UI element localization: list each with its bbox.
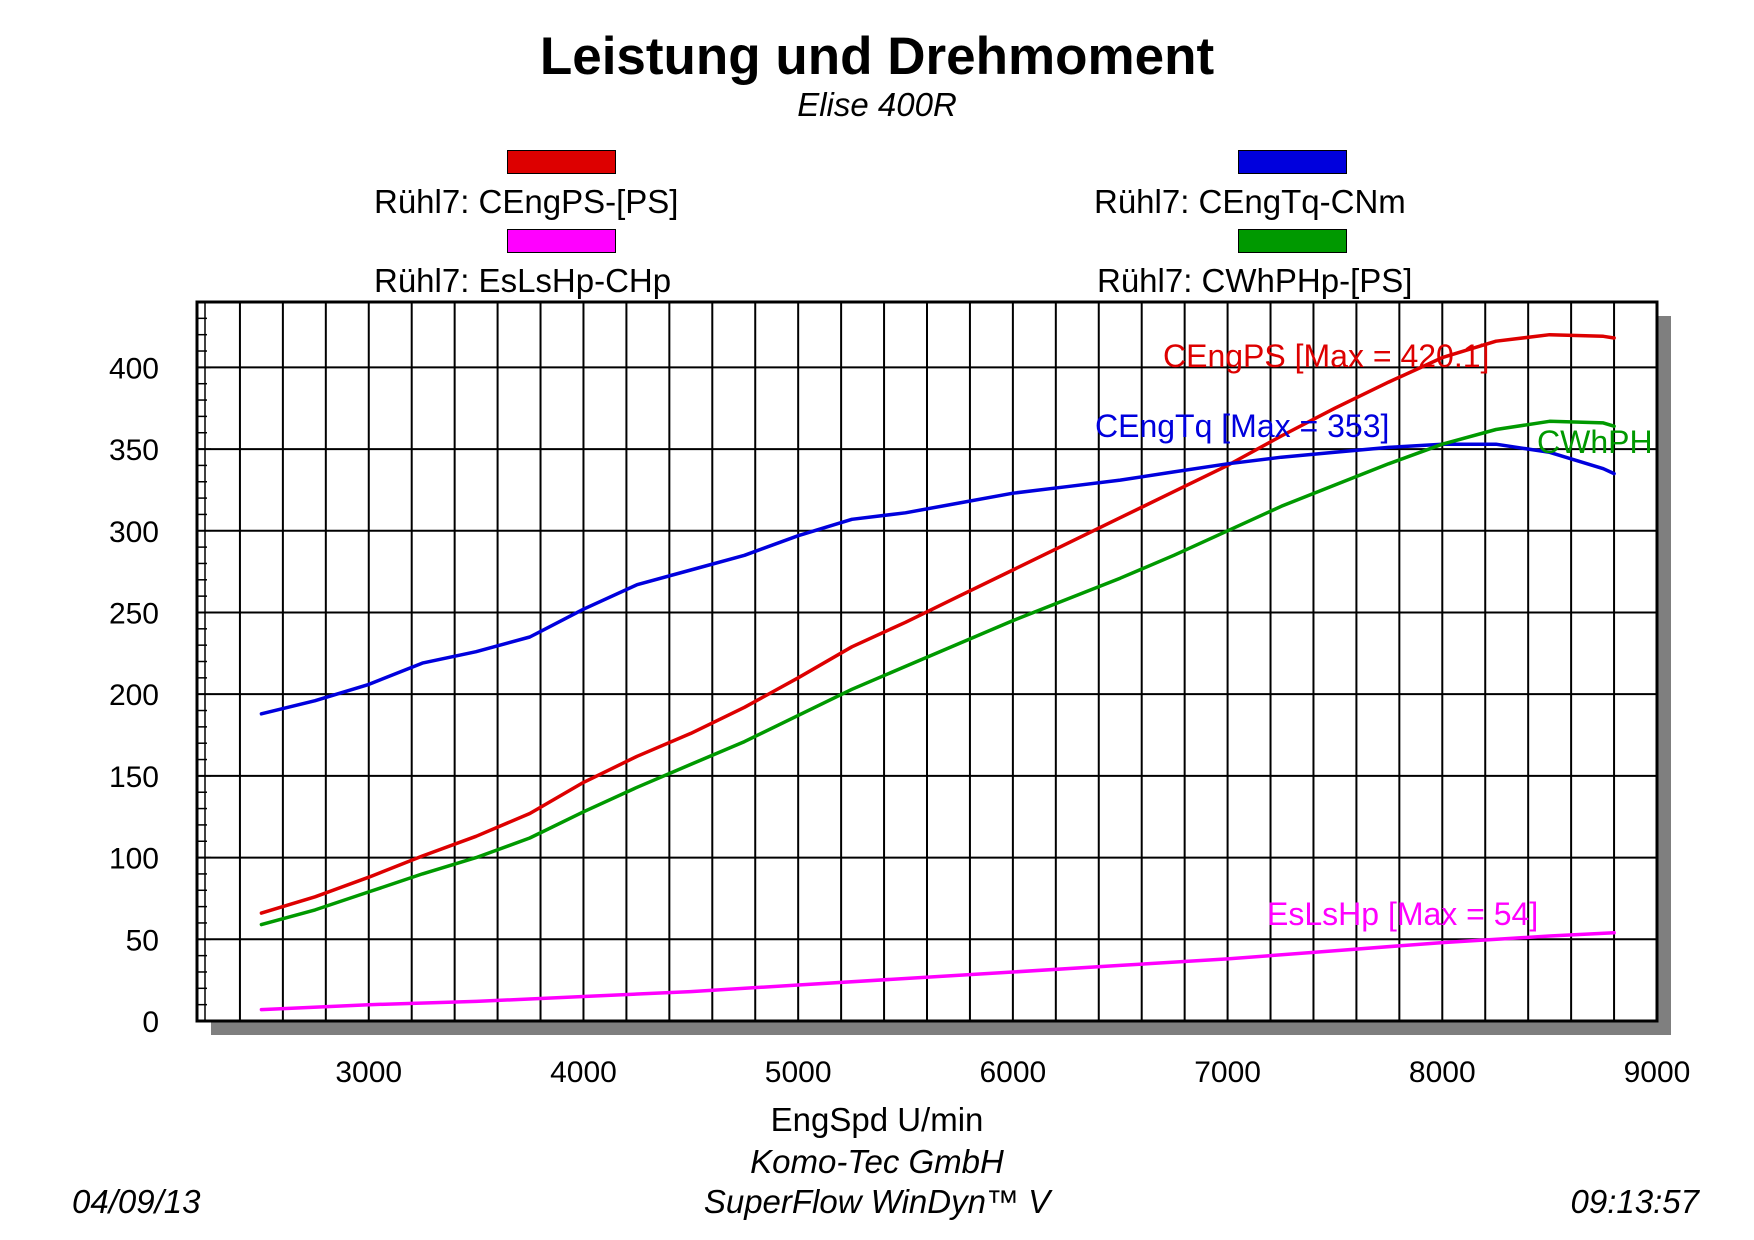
series-line-wh [259, 419, 1616, 927]
legend-swatch-ps [507, 150, 616, 174]
series-annotation-tq: CEngTq [Max = 353] [1095, 408, 1389, 444]
y-tick-label: 0 [142, 1006, 159, 1039]
x-tick-label: 7000 [1194, 1056, 1261, 1089]
footer-software: SuperFlow WinDyn™ V [703, 1183, 1051, 1220]
y-tick-label: 150 [109, 761, 159, 794]
legend-label-ps: Rühl7: CEngPS-[PS] [374, 183, 679, 220]
y-tick-label: 300 [109, 516, 159, 549]
legend-swatch-wh [1238, 229, 1347, 253]
y-tick-label: 400 [109, 352, 159, 385]
footer-time: 09:13:57 [1570, 1183, 1699, 1220]
footer-company: Komo-Tec GmbH [750, 1143, 1004, 1180]
footer-date: 04/09/13 [72, 1183, 201, 1220]
x-tick-label: 5000 [765, 1056, 832, 1089]
x-tick-label: 8000 [1409, 1056, 1476, 1089]
legend-swatch-tq [1238, 150, 1347, 174]
x-axis-label: EngSpd U/min [770, 1101, 984, 1138]
series-annotation-wh: CWhPH [1537, 424, 1653, 460]
series-layer: CEngPS [Max = 420.1] CEngTq [Max = 353] Es… [259, 332, 1653, 1012]
x-tick-label: 3000 [335, 1056, 402, 1089]
y-tick-label: 200 [109, 679, 159, 712]
x-tick-label: 4000 [550, 1056, 617, 1089]
x-tick-label: 9000 [1624, 1056, 1691, 1089]
plot-frame [195, 300, 1659, 1023]
y-tick-label: 350 [109, 434, 159, 467]
legend-label-wh: Rühl7: CWhPHp-[PS] [1097, 262, 1413, 299]
grid-lines [196, 302, 1658, 1022]
series-line-ps [259, 332, 1616, 915]
chart-subtitle: Elise 400R [797, 86, 957, 123]
series-line-ls [259, 931, 1616, 1012]
chart-title: Leistung und Drehmoment [539, 27, 1215, 86]
series-annotation-ls: EsLsHp [Max = 54] [1267, 896, 1538, 932]
y-tick-label: 100 [109, 843, 159, 876]
y-tick-label: 50 [126, 924, 159, 957]
legend-label-ls: Rühl7: EsLsHp-CHp [374, 262, 672, 299]
legend-label-tq: Rühl7: CEngTq-CNm [1094, 183, 1406, 220]
y-tick-label: 250 [109, 597, 159, 630]
legend-swatch-ls [507, 229, 616, 253]
x-tick-label: 6000 [980, 1056, 1047, 1089]
series-annotation-ps: CEngPS [Max = 420.1] [1163, 338, 1489, 374]
series-line-tq [259, 442, 1616, 716]
